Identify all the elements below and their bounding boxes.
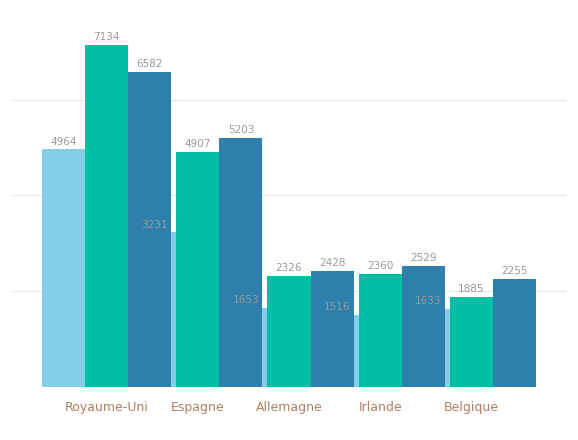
Bar — [402, 266, 445, 387]
Text: 7134: 7134 — [93, 33, 120, 43]
Bar — [176, 152, 219, 387]
Text: 2326: 2326 — [276, 263, 302, 273]
Text: 2360: 2360 — [367, 261, 394, 271]
Text: 5203: 5203 — [228, 125, 254, 135]
Text: 2255: 2255 — [502, 267, 528, 276]
Bar — [310, 271, 354, 387]
Bar — [450, 297, 493, 387]
Text: 1653: 1653 — [232, 295, 259, 305]
Text: 1516: 1516 — [324, 302, 350, 312]
Bar — [493, 279, 536, 387]
Bar — [359, 274, 402, 387]
Bar — [219, 138, 262, 387]
Bar — [128, 72, 171, 387]
Bar — [85, 45, 128, 387]
Bar — [407, 309, 450, 387]
Text: 4907: 4907 — [184, 139, 211, 149]
Text: 1633: 1633 — [415, 296, 442, 306]
Bar — [316, 315, 359, 387]
Bar — [133, 232, 176, 387]
Text: 1885: 1885 — [458, 284, 485, 294]
Bar — [224, 308, 268, 387]
Text: 3231: 3231 — [142, 220, 168, 230]
Text: 6582: 6582 — [136, 59, 163, 69]
Bar — [42, 149, 85, 387]
Text: 2529: 2529 — [410, 253, 436, 263]
Bar — [268, 276, 310, 387]
Text: 4964: 4964 — [50, 136, 76, 147]
Text: 2428: 2428 — [319, 258, 346, 268]
